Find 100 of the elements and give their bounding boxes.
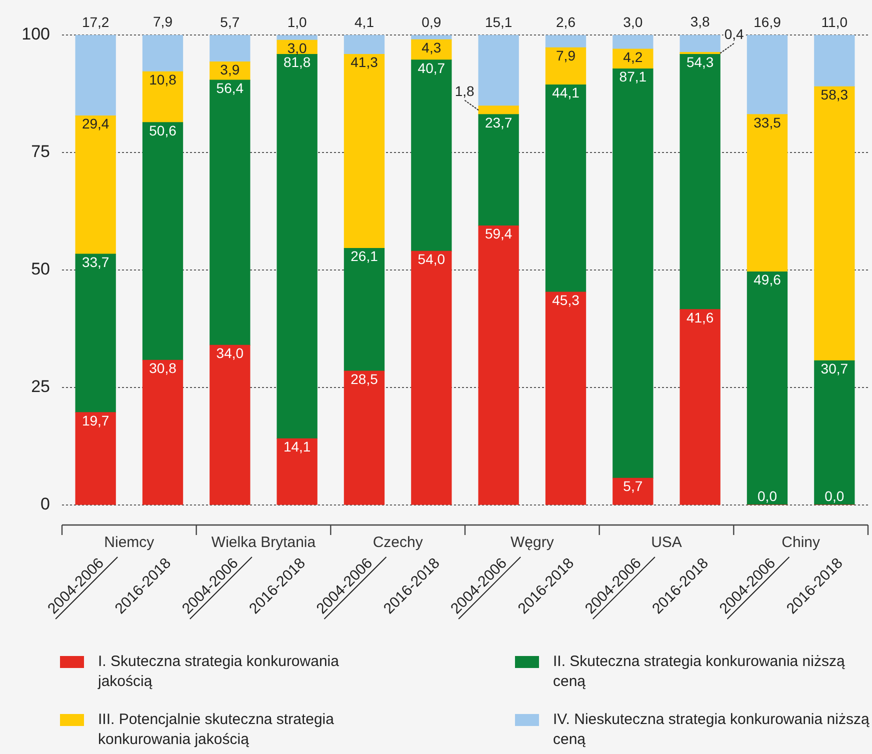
data-label: 17,2 xyxy=(82,14,110,30)
bar xyxy=(344,54,385,249)
data-label: 3,9 xyxy=(220,62,240,78)
bar xyxy=(344,370,385,505)
data-label: 14,1 xyxy=(283,438,311,455)
y-tick-label: 75 xyxy=(31,142,50,162)
data-label: 26,1 xyxy=(350,248,378,264)
data-label: 3,8 xyxy=(690,13,710,30)
bar xyxy=(75,412,116,505)
bar xyxy=(545,84,586,292)
bar xyxy=(746,272,788,505)
bar xyxy=(276,54,318,440)
bar xyxy=(210,344,250,505)
bar xyxy=(75,116,116,254)
data-label: 0,4 xyxy=(724,26,744,42)
bar xyxy=(814,86,855,362)
bar xyxy=(411,35,452,40)
y-tick-label: 50 xyxy=(31,260,50,279)
text: Niemcy xyxy=(104,534,155,552)
bar xyxy=(478,35,519,106)
text: Czechy xyxy=(372,534,424,552)
bar xyxy=(814,360,855,505)
bar xyxy=(411,60,452,252)
bar xyxy=(545,47,586,86)
text: Chiny xyxy=(782,534,821,552)
bar xyxy=(814,35,855,88)
data-label: 4,2 xyxy=(623,48,643,65)
data-label: 4,1 xyxy=(354,14,374,30)
data-label: 19,7 xyxy=(82,412,110,428)
data-label: 30,8 xyxy=(149,360,177,376)
data-label: 28,5 xyxy=(350,370,378,387)
bar xyxy=(545,292,586,505)
y-tick-label: 0 xyxy=(40,494,50,514)
data-label: 10,8 xyxy=(149,72,177,88)
data-label: 4,3 xyxy=(422,40,442,56)
data-label: 87,1 xyxy=(619,68,647,85)
bar xyxy=(411,250,452,505)
data-label: 0,0 xyxy=(824,488,844,504)
bar xyxy=(612,478,654,505)
text: USA xyxy=(651,534,682,552)
bar xyxy=(142,35,184,72)
data-label: 7,9 xyxy=(556,48,576,64)
bar xyxy=(478,106,519,115)
bar xyxy=(210,80,250,346)
data-label: 3,0 xyxy=(287,40,308,56)
data-label: 1,8 xyxy=(454,83,475,100)
bar xyxy=(210,35,250,62)
bar xyxy=(478,114,519,226)
data-label: 15,1 xyxy=(484,14,512,30)
data-label: 50,6 xyxy=(149,122,177,138)
data-label: 81,8 xyxy=(283,54,311,70)
bar xyxy=(680,54,720,310)
data-label: 49,6 xyxy=(754,272,782,288)
data-label: 7,9 xyxy=(153,13,173,30)
data-label: 40,7 xyxy=(418,60,446,76)
data-label: 41,6 xyxy=(686,309,714,326)
data-label: 0,9 xyxy=(422,14,442,30)
bar xyxy=(75,35,116,116)
data-label: 34,0 xyxy=(216,345,244,362)
bar xyxy=(142,71,184,123)
legend-label: II. Skuteczna strategia konkurowania niższą ceną xyxy=(553,652,846,692)
bar xyxy=(276,35,318,40)
data-label: 2,6 xyxy=(556,14,576,30)
bar xyxy=(142,122,184,361)
bar xyxy=(478,225,519,505)
bar xyxy=(75,254,116,413)
y-tick-label: 25 xyxy=(31,377,50,396)
data-label: 11,0 xyxy=(821,14,848,30)
data-label: 3,0 xyxy=(623,14,643,30)
bar xyxy=(746,114,788,272)
legend-label: I. Skuteczna strategia konkurowania jakością xyxy=(98,652,340,692)
data-label: 45,3 xyxy=(552,292,580,308)
bar xyxy=(142,360,184,505)
legend-label: IV. Nieskuteczna strategia konkurowania niższą ceną xyxy=(553,710,870,750)
bar xyxy=(746,35,788,115)
data-label: 29,4 xyxy=(82,116,110,132)
text: Węgry xyxy=(510,534,554,552)
bar xyxy=(612,35,654,50)
data-label: 30,7 xyxy=(820,360,848,377)
data-label: 44,1 xyxy=(552,84,580,101)
data-label: 58,3 xyxy=(820,86,848,103)
bar xyxy=(612,68,654,479)
data-label: 1,0 xyxy=(287,14,308,30)
data-label: 59,4 xyxy=(484,226,512,242)
data-label: 23,7 xyxy=(484,114,512,130)
bar xyxy=(545,35,586,48)
bar xyxy=(680,309,720,505)
data-label: 5,7 xyxy=(623,478,643,494)
bar xyxy=(276,438,318,505)
data-label: 56,4 xyxy=(216,80,244,96)
y-tick-label: 100 xyxy=(22,24,50,44)
data-label: 41,3 xyxy=(350,54,378,70)
data-label: 5,7 xyxy=(220,14,240,30)
legend-label: III. Potencjalnie skuteczna strategia konkurowania jakością xyxy=(98,710,335,750)
data-label: 33,5 xyxy=(754,114,782,130)
data-label: 54,0 xyxy=(418,251,446,268)
data-label: 16,9 xyxy=(754,14,782,30)
data-label: 54,3 xyxy=(686,54,714,70)
data-label: 0,0 xyxy=(758,488,778,504)
text: Wielka Brytania xyxy=(211,534,316,552)
